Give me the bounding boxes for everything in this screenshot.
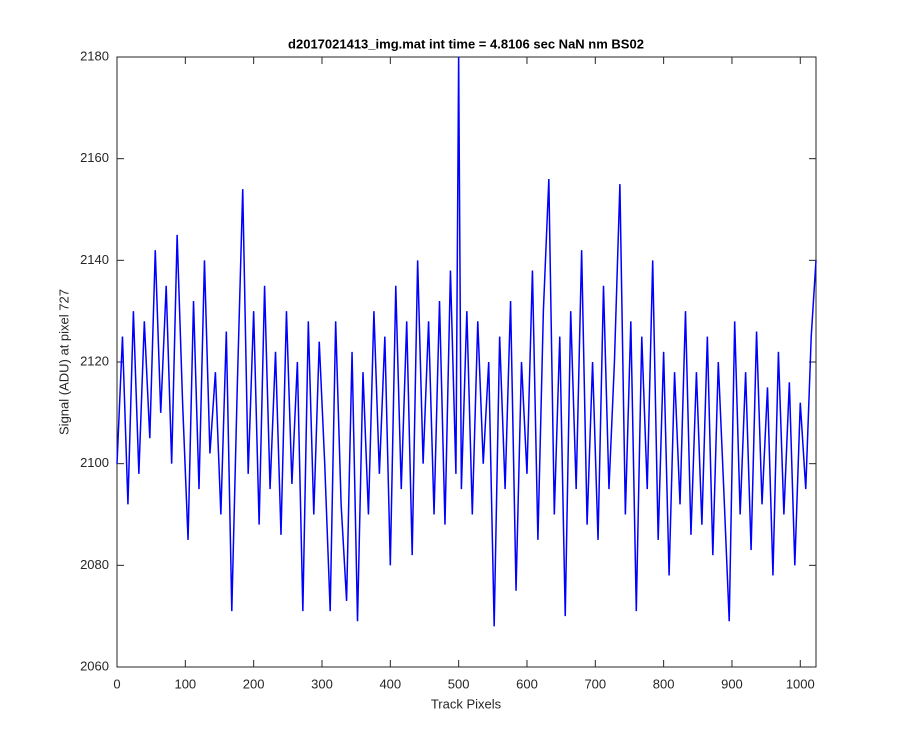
x-tick-label: 900 bbox=[721, 676, 743, 691]
chart-title: d2017021413_img.mat int time = 4.8106 se… bbox=[288, 36, 644, 51]
x-tick-label: 700 bbox=[584, 676, 606, 691]
y-tick-label: 2120 bbox=[80, 353, 109, 368]
x-tick-label: 600 bbox=[516, 676, 538, 691]
y-tick-label: 2180 bbox=[80, 48, 109, 63]
plot-frame bbox=[116, 56, 817, 668]
x-tick-label: 0 bbox=[113, 676, 120, 691]
x-tick-label: 800 bbox=[653, 676, 675, 691]
y-axis-label: Signal (ADU) at pixel 727 bbox=[56, 289, 71, 435]
x-tick-label: 200 bbox=[243, 676, 265, 691]
y-tick-label: 2080 bbox=[80, 557, 109, 572]
x-axis-label: Track Pixels bbox=[431, 696, 502, 711]
y-tick-label: 2060 bbox=[80, 658, 109, 673]
y-tick-label: 2100 bbox=[80, 455, 109, 470]
x-tick-label: 1000 bbox=[786, 676, 815, 691]
data-line bbox=[116, 56, 817, 627]
x-tick-label: 500 bbox=[448, 676, 470, 691]
y-tick-label: 2160 bbox=[80, 150, 109, 165]
x-tick-label: 400 bbox=[379, 676, 401, 691]
y-tick-label: 2140 bbox=[80, 252, 109, 267]
x-tick-label: 300 bbox=[311, 676, 333, 691]
x-tick-label: 100 bbox=[174, 676, 196, 691]
